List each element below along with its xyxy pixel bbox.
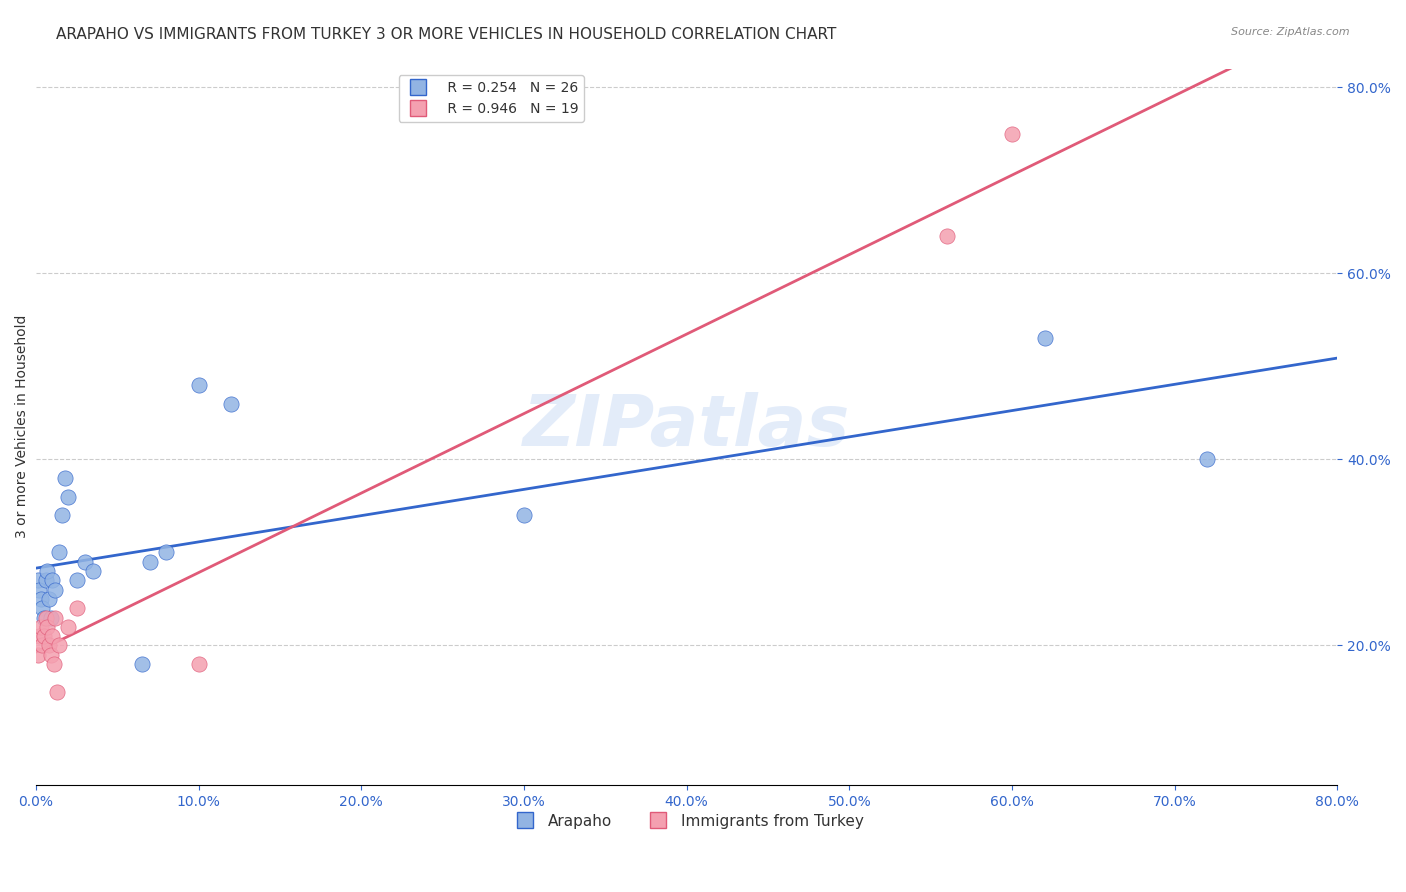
Point <box>41 574 63 588</box>
Point <box>53 471 76 485</box>
Point <box>48 545 70 559</box>
Point <box>1197 452 1219 467</box>
Point <box>58 490 80 504</box>
Text: ARAPAHO VS IMMIGRANTS FROM TURKEY 3 OR MORE VEHICLES IN HOUSEHOLD CORRELATION CH: ARAPAHO VS IMMIGRANTS FROM TURKEY 3 OR M… <box>56 27 837 42</box>
Point <box>28 582 51 597</box>
Point <box>38 639 60 653</box>
Point <box>28 629 51 643</box>
Point <box>27 574 49 588</box>
Text: ZIPatlas: ZIPatlas <box>523 392 851 461</box>
Point <box>48 639 70 653</box>
Point <box>513 508 536 523</box>
Legend: Arapaho, Immigrants from Turkey: Arapaho, Immigrants from Turkey <box>503 807 870 835</box>
Point <box>41 629 63 643</box>
Text: Source: ZipAtlas.com: Source: ZipAtlas.com <box>1232 27 1350 37</box>
Point <box>131 657 153 672</box>
Point <box>187 378 209 392</box>
Point <box>39 648 62 662</box>
Point <box>155 545 177 559</box>
Point <box>187 657 209 672</box>
Point <box>65 574 87 588</box>
Point <box>58 620 80 634</box>
Point <box>44 610 66 624</box>
Point <box>30 591 52 606</box>
Point <box>31 601 53 615</box>
Point <box>39 610 62 624</box>
Point <box>44 582 66 597</box>
Point <box>35 574 58 588</box>
Point <box>37 564 59 578</box>
Point <box>46 685 69 699</box>
Point <box>73 555 96 569</box>
Point <box>936 229 959 244</box>
Point <box>82 564 104 578</box>
Point <box>31 639 53 653</box>
Point <box>38 591 60 606</box>
Point <box>35 610 58 624</box>
Point <box>1001 127 1024 141</box>
Point <box>32 629 55 643</box>
Point <box>219 396 242 410</box>
Point <box>27 648 49 662</box>
Y-axis label: 3 or more Vehicles in Household: 3 or more Vehicles in Household <box>15 315 30 539</box>
Point <box>30 620 52 634</box>
Point <box>65 601 87 615</box>
Point <box>1033 331 1056 345</box>
Point <box>51 508 73 523</box>
Point <box>139 555 162 569</box>
Point <box>42 657 65 672</box>
Point <box>32 610 55 624</box>
Point <box>37 620 59 634</box>
